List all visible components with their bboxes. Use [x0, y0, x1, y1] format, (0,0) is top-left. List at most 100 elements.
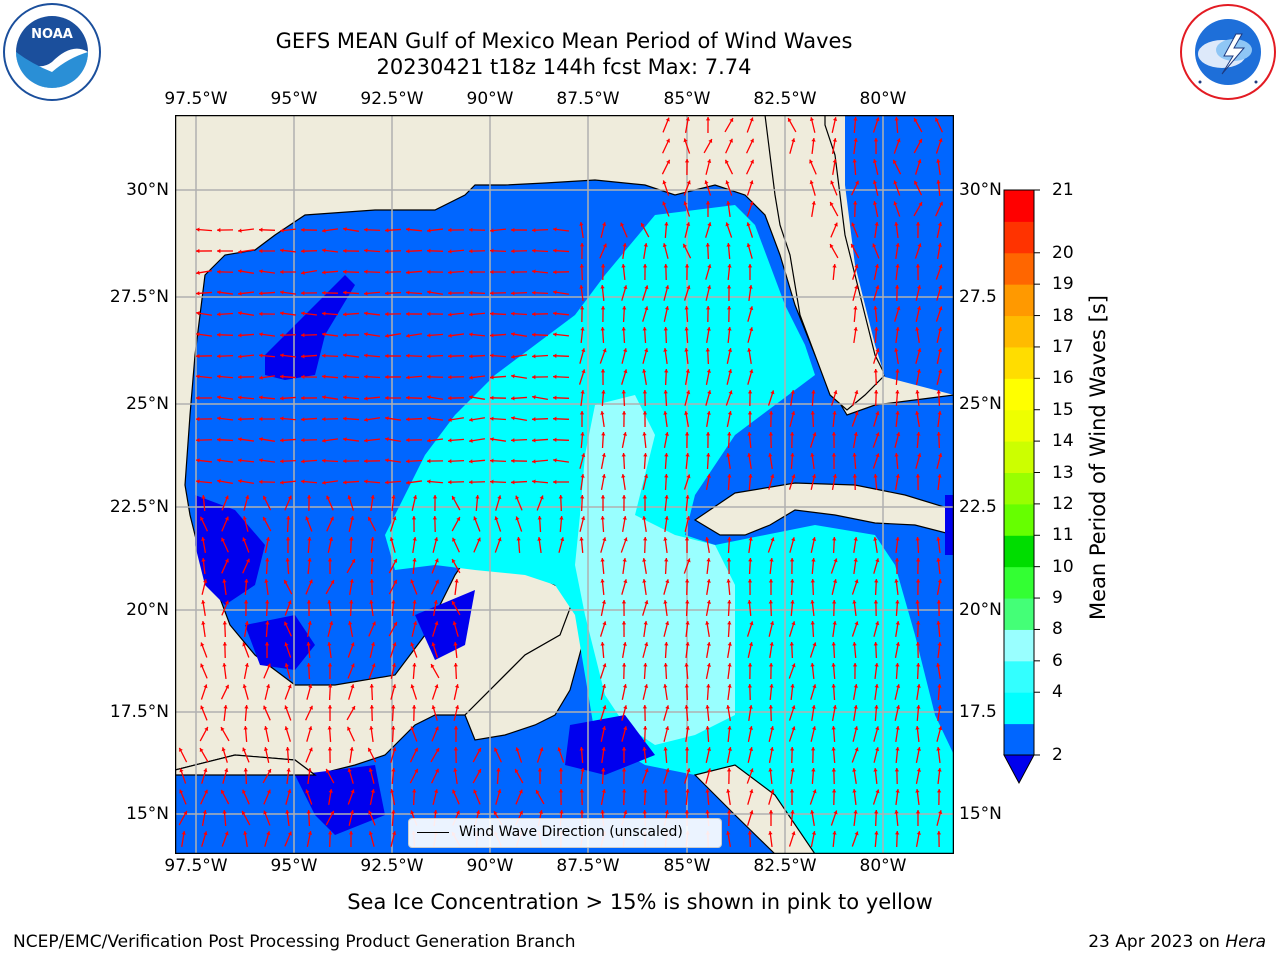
wind-arrow — [685, 725, 690, 743]
wind-arrow — [706, 327, 711, 343]
wind-arrow — [363, 269, 381, 274]
wind-arrow — [552, 479, 570, 485]
wind-arrow — [489, 333, 507, 338]
wind-arrow — [369, 642, 376, 658]
wind-arrow — [306, 641, 311, 659]
wind-arrow — [321, 311, 339, 316]
wind-arrow — [384, 353, 402, 359]
wind-arrow — [810, 599, 815, 617]
wind-arrow — [244, 578, 249, 596]
wind-arrow — [643, 536, 648, 554]
wind-arrow — [769, 641, 774, 659]
wind-arrow — [243, 621, 249, 637]
wind-arrow — [531, 228, 549, 233]
wind-arrow — [684, 746, 690, 764]
wind-arrow — [853, 557, 858, 575]
wind-arrow — [642, 746, 647, 764]
wind-arrow — [895, 242, 900, 260]
wind-arrow — [389, 537, 396, 553]
wind-arrow — [342, 374, 360, 379]
wind-arrow — [370, 557, 375, 575]
wind-arrow — [242, 537, 250, 553]
colorbar-tick-label: 21 — [1052, 180, 1074, 200]
wind-arrow — [873, 368, 878, 386]
wind-arrow — [663, 536, 668, 554]
wind-arrow — [811, 767, 816, 785]
wind-arrow — [363, 479, 381, 484]
wind-arrow — [285, 557, 290, 575]
wind-arrow — [222, 809, 227, 827]
wind-arrow — [468, 290, 486, 295]
wind-arrow — [385, 437, 401, 443]
wind-arrow — [321, 458, 339, 463]
wind-arrow — [893, 138, 901, 154]
wind-arrow — [243, 599, 249, 617]
wind-arrow — [705, 725, 710, 743]
wind-arrow — [264, 831, 271, 847]
wind-arrow — [237, 417, 255, 422]
wind-arrow — [452, 621, 459, 637]
tick-bottom-label: 97.5°W — [164, 856, 228, 876]
colorbar-tick-label: 6 — [1052, 650, 1063, 671]
wind-arrow — [279, 374, 297, 379]
wind-arrow — [321, 480, 339, 485]
wind-arrow — [405, 459, 423, 464]
wind-arrow — [558, 788, 564, 806]
wind-arrow — [237, 395, 255, 400]
wind-arrow — [936, 663, 941, 679]
wind-arrow — [621, 452, 626, 470]
wind-arrow — [384, 458, 402, 463]
wind-arrow — [300, 459, 318, 464]
wind-arrow — [384, 249, 402, 254]
wind-arrow — [384, 228, 402, 233]
wind-arrow — [664, 452, 669, 470]
wind-arrow — [405, 311, 423, 317]
wind-arrow — [489, 458, 507, 463]
wind-arrow — [510, 269, 528, 275]
wind-arrow — [243, 725, 248, 743]
wind-arrow — [391, 704, 396, 722]
wind-arrow — [936, 369, 943, 385]
wind-arrow — [242, 789, 250, 805]
wind-arrow — [663, 705, 670, 721]
wind-arrow — [620, 222, 628, 238]
wind-arrow — [664, 221, 669, 239]
wind-arrow — [768, 431, 774, 449]
wind-arrow — [410, 726, 418, 742]
wind-arrow — [537, 536, 542, 554]
tick-left-label: 30°N — [126, 180, 169, 200]
wind-arrow — [284, 642, 292, 658]
wind-arrow — [363, 396, 381, 401]
wind-arrow — [453, 705, 460, 721]
wind-arrow — [600, 474, 606, 490]
wind-arrow — [767, 390, 775, 406]
wind-arrow — [179, 789, 187, 805]
wind-arrow — [937, 683, 942, 701]
map-frame — [175, 115, 954, 854]
wind-arrow — [286, 767, 291, 785]
wind-arrow — [328, 788, 333, 806]
wind-arrow — [412, 536, 417, 554]
tick-top-label: 97.5°W — [164, 89, 228, 109]
sea-ice-note: Sea Ice Concentration > 15% is shown in … — [347, 890, 933, 914]
wind-arrow — [216, 312, 234, 317]
wind-arrow — [307, 536, 312, 554]
wind-arrow — [325, 810, 335, 826]
wind-arrow — [388, 558, 398, 574]
wind-arrow — [705, 242, 710, 260]
wind-arrow — [343, 227, 359, 232]
wind-arrow — [789, 641, 794, 659]
wind-arrow — [321, 395, 339, 400]
wind-arrow — [663, 326, 668, 344]
wind-arrow — [769, 557, 774, 575]
wind-arrow — [642, 558, 647, 574]
wind-arrow — [453, 684, 460, 700]
wind-arrow — [447, 290, 465, 296]
wind-arrow — [306, 831, 313, 847]
wind-arrow — [726, 452, 731, 470]
wind-arrow — [831, 767, 837, 785]
tick-top-label: 82.5°W — [753, 89, 817, 109]
wind-arrow — [200, 642, 208, 658]
wind-arrow — [853, 200, 858, 218]
wind-arrow — [579, 536, 584, 554]
